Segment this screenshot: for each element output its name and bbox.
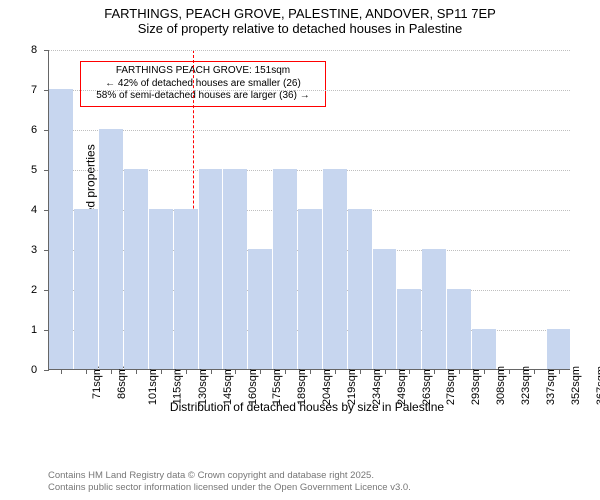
chart-title: FARTHINGS, PEACH GROVE, PALESTINE, ANDOV… [0,0,600,36]
histogram-bar [99,129,123,369]
y-tick-label: 0 [31,364,37,376]
histogram-bar [199,169,223,369]
x-tick-mark [86,369,87,374]
histogram-bar [174,209,198,369]
x-tick-mark [161,369,162,374]
histogram-bar [248,249,272,369]
x-tick-mark [211,369,212,374]
x-tick-mark [360,369,361,374]
annotation-line: ← 42% of detached houses are smaller (26… [87,78,318,91]
y-tick-label: 8 [31,44,37,56]
histogram-bar [74,209,98,369]
x-tick-label: 367sqm [595,366,600,405]
histogram-bar [223,169,247,369]
y-tick-label: 3 [31,244,37,256]
y-tick-label: 6 [31,124,37,136]
title-line-2: Size of property relative to detached ho… [0,21,600,36]
y-tick-label: 2 [31,284,37,296]
y-tick-label: 7 [31,84,37,96]
y-tick-label: 5 [31,164,37,176]
x-tick-mark [310,369,311,374]
x-tick-label: 86sqm [116,366,128,399]
annotation-box: FARTHINGS PEACH GROVE: 151sqm← 42% of de… [80,61,325,107]
x-tick-mark [335,369,336,374]
y-tick-mark [44,370,49,371]
x-tick-mark [559,369,560,374]
x-tick-mark [260,369,261,374]
x-tick-mark [111,369,112,374]
histogram-bar [298,209,322,369]
y-tick-mark [44,330,49,331]
histogram-bar [397,289,421,369]
x-tick-mark [235,369,236,374]
annotation-line: 58% of semi-detached houses are larger (… [87,90,318,103]
x-tick-mark [136,369,137,374]
y-tick-label: 4 [31,204,37,216]
y-tick-label: 1 [31,324,37,336]
attribution-footer: Contains HM Land Registry data © Crown c… [48,470,411,494]
histogram-bar [422,249,446,369]
x-tick-mark [484,369,485,374]
y-tick-mark [44,290,49,291]
histogram-bar [273,169,297,369]
annotation-line: FARTHINGS PEACH GROVE: 151sqm [87,65,318,78]
y-tick-mark [44,90,49,91]
chart-area: Number of detached properties FARTHINGS … [34,42,580,412]
y-tick-mark [44,210,49,211]
footer-line-2: Contains public sector information licen… [48,482,411,494]
x-tick-label: 115sqm [171,366,183,404]
histogram-bar [323,169,347,369]
histogram-bar [124,169,148,369]
gridline [49,50,570,51]
footer-line-1: Contains HM Land Registry data © Crown c… [48,470,411,482]
y-tick-mark [44,50,49,51]
x-tick-mark [61,369,62,374]
x-tick-mark [459,369,460,374]
x-tick-mark [434,369,435,374]
histogram-bar [348,209,372,369]
histogram-bar [547,329,571,369]
histogram-bar [149,209,173,369]
x-tick-mark [285,369,286,374]
y-tick-mark [44,170,49,171]
x-tick-mark [509,369,510,374]
plot-area: FARTHINGS PEACH GROVE: 151sqm← 42% of de… [48,50,570,370]
x-tick-mark [385,369,386,374]
gridline [49,90,570,91]
title-line-1: FARTHINGS, PEACH GROVE, PALESTINE, ANDOV… [0,6,600,21]
x-tick-mark [534,369,535,374]
gridline [49,130,570,131]
histogram-bar [49,89,73,369]
histogram-bar [447,289,471,369]
histogram-bar [373,249,397,369]
x-tick-mark [409,369,410,374]
y-tick-mark [44,130,49,131]
x-axis-label: Distribution of detached houses by size … [34,400,580,414]
x-tick-label: 71sqm [91,366,103,399]
y-tick-mark [44,250,49,251]
histogram-bar [472,329,496,369]
x-tick-mark [186,369,187,374]
